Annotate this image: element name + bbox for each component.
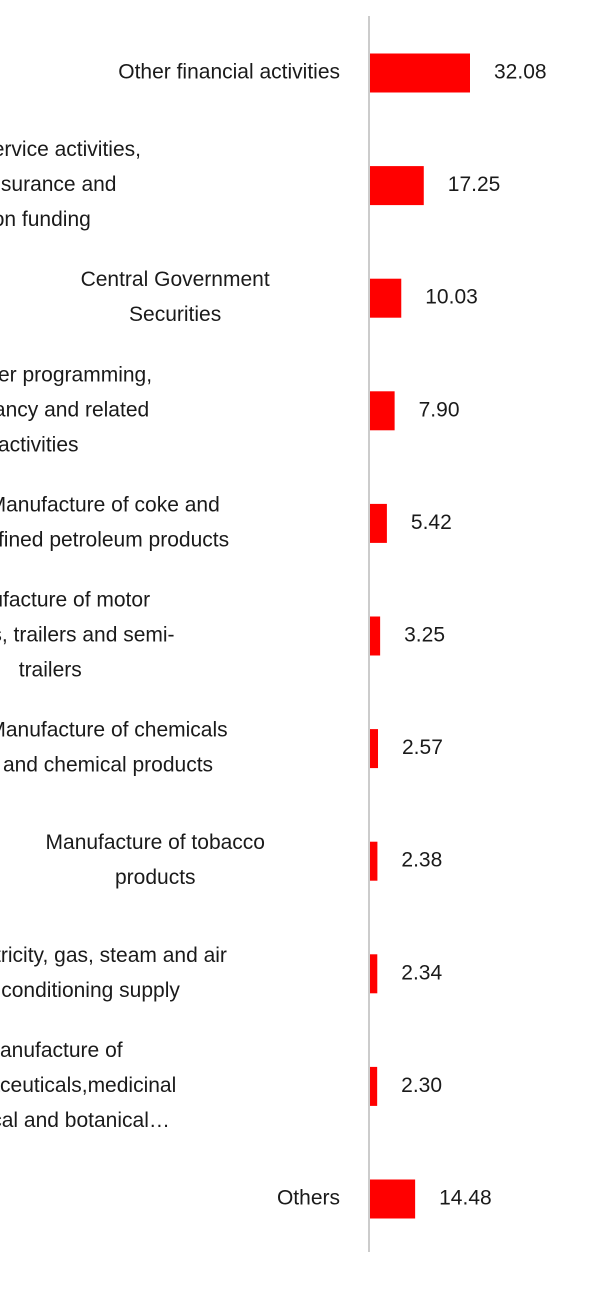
category-label-line: products — [115, 866, 196, 889]
value-label: 2.34 — [401, 961, 442, 984]
category-label-line: except insurance and — [0, 173, 116, 196]
value-label: 7.90 — [419, 398, 460, 421]
category-label: Other financial activities — [118, 61, 340, 84]
category-label: Central Government Securities — [81, 268, 270, 326]
category-label-line: conditioning supply — [1, 979, 180, 1002]
bar — [370, 954, 378, 994]
category-label-line: Securities — [129, 303, 221, 326]
category-label-line: Other financial activities — [118, 61, 340, 84]
bar — [370, 503, 387, 543]
value-label: 5.42 — [411, 511, 452, 534]
category-label-line: Manufacture of motor — [0, 589, 150, 612]
category-label-line: Electricity, gas, steam and air — [0, 944, 227, 967]
value-label: 32.08 — [494, 61, 547, 84]
category-label: Manufacture of motor vehicles, trailers a… — [0, 589, 175, 682]
category-label: Manufacture of pharmaceuticals,medicinal c… — [0, 1039, 176, 1132]
value-label: 10.03 — [425, 286, 478, 309]
value-label: 17.25 — [448, 173, 501, 196]
bar — [370, 729, 379, 769]
value-label: 2.30 — [401, 1074, 442, 1097]
category-label-line: Manufacture of — [0, 1039, 123, 1062]
category-label-line: Central Government — [81, 268, 270, 291]
category-label-line: pharmaceuticals,medicinal — [0, 1074, 176, 1097]
value-label: 3.25 — [404, 624, 445, 647]
category-label-line: and chemical products — [3, 754, 213, 777]
bar — [370, 391, 395, 431]
bar — [370, 841, 378, 881]
category-label: Computer programming, consultancy and rel… — [0, 363, 152, 456]
category-label-line: Manufacture of coke and — [0, 493, 220, 516]
category-label-line: chemical and botanical… — [0, 1109, 170, 1132]
category-label-line: Others — [277, 1187, 340, 1210]
category-label-line: consultancy and related — [0, 398, 149, 421]
bar — [370, 1066, 378, 1106]
value-label: 2.57 — [402, 736, 443, 759]
category-label: Manufacture of tobacco products — [46, 831, 265, 889]
category-label: Others — [277, 1187, 340, 1210]
category-label-line: Computer programming, — [0, 363, 152, 386]
bar — [370, 53, 470, 93]
category-label: Manufacture of chemicals and chemical pro… — [0, 719, 228, 777]
value-label: 14.48 — [439, 1187, 492, 1210]
value-label: 2.38 — [401, 849, 442, 872]
category-label-line: Manufacture of chemicals — [0, 719, 228, 742]
category-label-line: pension funding — [0, 208, 91, 231]
category-label-line: Manufacture of tobacco — [46, 831, 265, 854]
bar — [370, 616, 381, 656]
category-label: Financial service activities, except insu… — [0, 138, 141, 231]
bar — [370, 166, 424, 206]
category-label-line: Financial service activities, — [0, 138, 141, 161]
category-label-line: trailers — [19, 659, 82, 682]
category-label-line: activities — [0, 433, 79, 456]
category-label: Electricity, gas, steam and air condition… — [0, 944, 227, 1002]
bar — [370, 1179, 416, 1219]
category-label-line: refined petroleum products — [0, 528, 229, 551]
category-label: Manufacture of coke and refined petroleum… — [0, 493, 229, 551]
bar — [370, 278, 402, 318]
category-label-line: vehicles, trailers and semi- — [0, 624, 175, 647]
